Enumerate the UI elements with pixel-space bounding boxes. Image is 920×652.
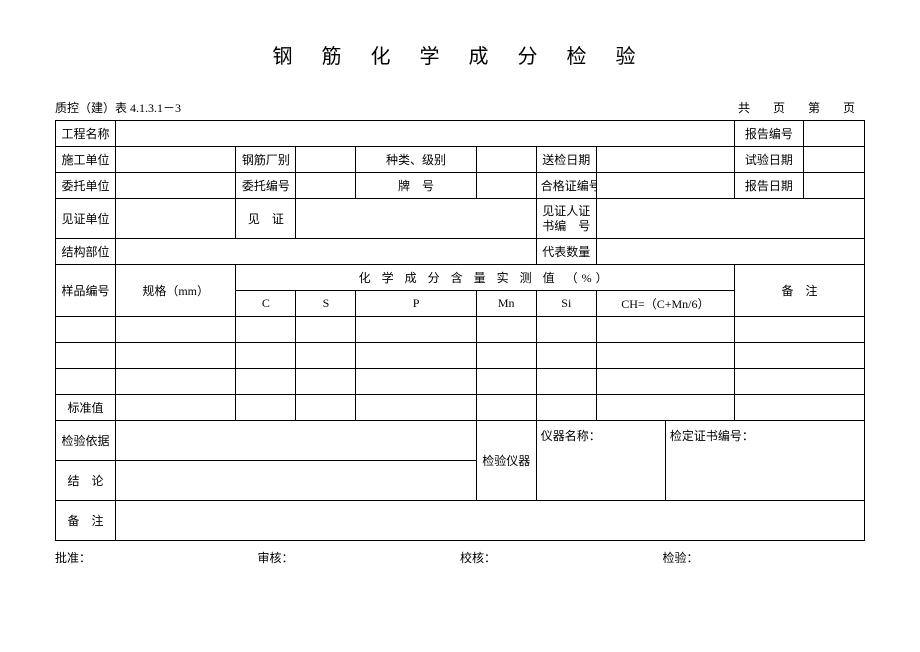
label-struct-part: 结构部位: [56, 239, 116, 265]
field-rebar-factory: [296, 147, 356, 173]
field-represent-qty: [596, 239, 864, 265]
field-cert-no: [596, 173, 734, 199]
label-si: Si: [536, 291, 596, 317]
field-construction-unit: [116, 147, 236, 173]
field-struct-part: [116, 239, 537, 265]
label-represent-qty: 代表数量: [536, 239, 596, 265]
label-entrust-unit: 委托单位: [56, 173, 116, 199]
field-test-basis: [116, 421, 477, 461]
label-instrument-name: 仪器名称：: [536, 421, 665, 501]
label-witness: 见 证: [236, 199, 296, 239]
field-test-date: [803, 147, 864, 173]
label-conclusion: 结 论: [56, 461, 116, 501]
form-code: 质控（建）表 4.1.3.1－3: [55, 99, 181, 116]
field-remark2: [116, 501, 865, 541]
field-witness-unit: [116, 199, 236, 239]
label-sample-no: 样品编号: [56, 265, 116, 317]
label-report-date: 报告日期: [734, 173, 803, 199]
page-info: 共 页 第 页: [738, 99, 865, 116]
label-project-name: 工程名称: [56, 121, 116, 147]
field-report-date: [803, 173, 864, 199]
label-c: C: [236, 291, 296, 317]
label-cert-no: 合格证编号: [536, 173, 596, 199]
footer-approve: 批准：: [55, 549, 258, 566]
field-project-name: [116, 121, 735, 147]
label-brand: 牌 号: [356, 173, 476, 199]
label-ch: CH=（C+Mn/6）: [596, 291, 734, 317]
label-s: S: [296, 291, 356, 317]
field-type-grade: [476, 147, 536, 173]
field-entrust-no: [296, 173, 356, 199]
label-chem-header: 化 学 成 分 含 量 实 测 值 （%）: [236, 265, 735, 291]
field-brand: [476, 173, 536, 199]
field-report-no: [803, 121, 864, 147]
label-remark2: 备 注: [56, 501, 116, 541]
label-test-date: 试验日期: [734, 147, 803, 173]
label-spec: 规格（mm）: [116, 265, 236, 317]
field-send-date: [596, 147, 734, 173]
label-std-value: 标准值: [56, 395, 116, 421]
label-rebar-factory: 钢筋厂别: [236, 147, 296, 173]
field-witness: [296, 199, 536, 239]
label-remark: 备 注: [734, 265, 864, 317]
footer-review: 审核：: [258, 549, 461, 566]
page-title: 钢 筋 化 学 成 分 检 验: [55, 40, 865, 69]
data-row: [56, 343, 865, 369]
label-mn: Mn: [476, 291, 536, 317]
label-type-grade: 种类、级别: [356, 147, 476, 173]
header-row: 质控（建）表 4.1.3.1－3 共 页 第 页: [55, 99, 865, 116]
label-entrust-no: 委托编号: [236, 173, 296, 199]
main-table: 工程名称 报告编号 施工单位 钢筋厂别 种类、级别 送检日期 试验日期 委托单位…: [55, 120, 865, 541]
label-calib-cert: 检定证书编号：: [665, 421, 864, 501]
label-send-date: 送检日期: [536, 147, 596, 173]
field-witness-cert: [596, 199, 864, 239]
field-entrust-unit: [116, 173, 236, 199]
label-p: P: [356, 291, 476, 317]
data-row: [56, 317, 865, 343]
footer-row: 批准： 审核： 校核： 检验：: [55, 549, 865, 566]
label-witness-unit: 见证单位: [56, 199, 116, 239]
label-report-no: 报告编号: [734, 121, 803, 147]
footer-inspect: 检验：: [663, 549, 866, 566]
label-construction-unit: 施工单位: [56, 147, 116, 173]
label-test-basis: 检验依据: [56, 421, 116, 461]
footer-check: 校核：: [460, 549, 663, 566]
label-witness-cert: 见证人证书编 号: [536, 199, 596, 239]
data-row: [56, 369, 865, 395]
field-conclusion: [116, 461, 477, 501]
label-test-instrument: 检验仪器: [476, 421, 536, 501]
